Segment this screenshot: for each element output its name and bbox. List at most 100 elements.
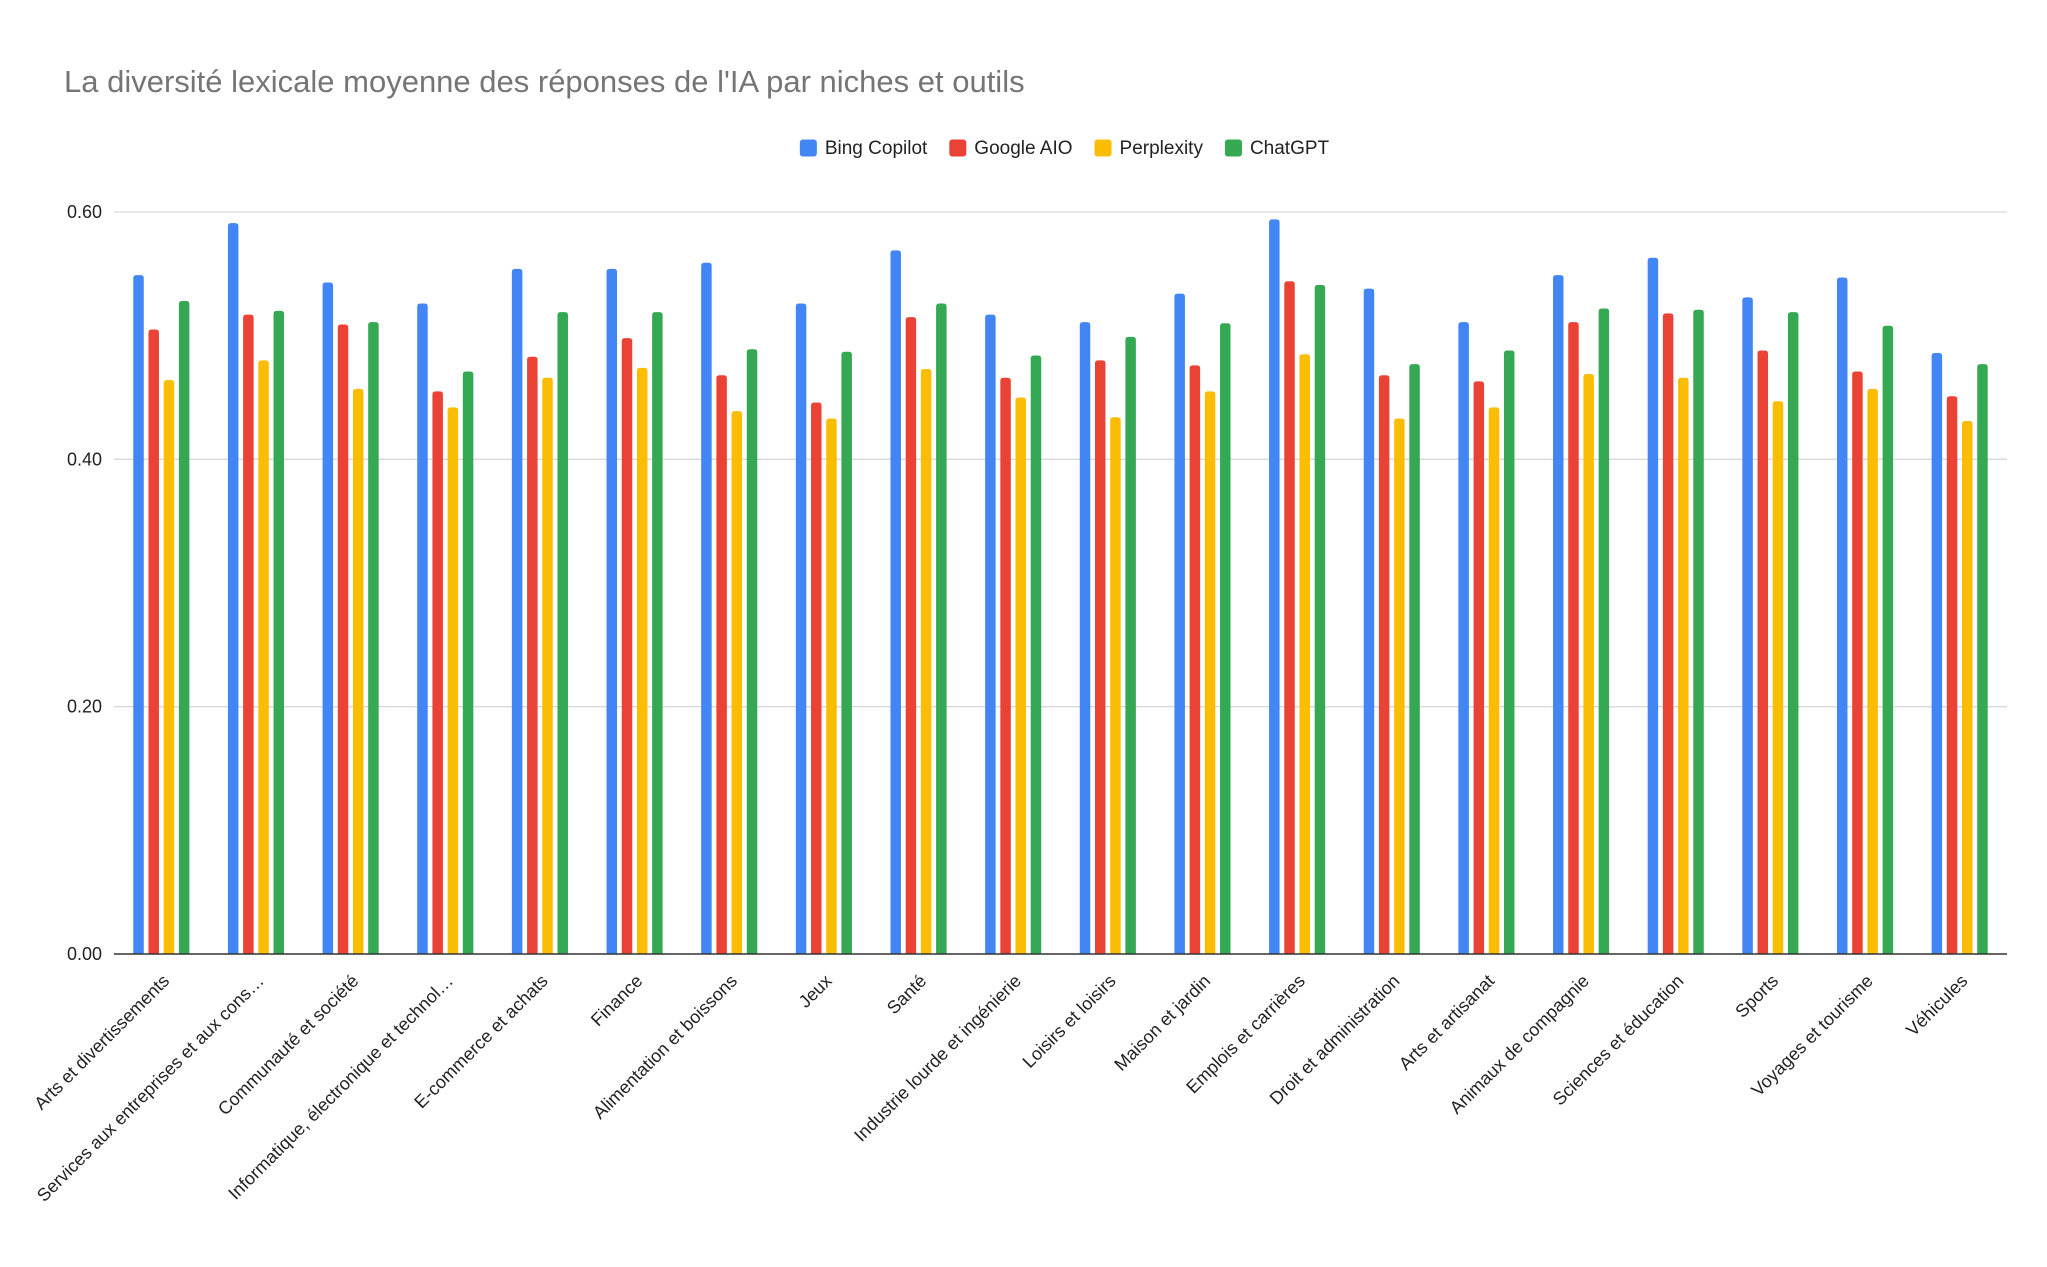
bar-perplexity (447, 407, 459, 955)
bar-google-aio (1000, 377, 1011, 954)
x-category-label: Jeux (795, 971, 836, 1012)
bar-chatgpt (1882, 325, 1894, 955)
bar-google-aio (1378, 375, 1390, 954)
y-tick-label: 0.40 (67, 449, 102, 469)
bar-chatgpt (1693, 309, 1704, 954)
bar-bing-copilot (985, 314, 996, 955)
bar-google-aio (621, 338, 633, 954)
bar-perplexity (1299, 354, 1310, 954)
x-category-label: Finance (587, 971, 646, 1030)
x-category-label: Sports (1731, 971, 1782, 1022)
legend-swatch (949, 139, 967, 157)
bar-bing-copilot (1174, 293, 1185, 954)
bar-bing-copilot (417, 303, 428, 955)
bar-google-aio (1946, 396, 1958, 955)
bar-perplexity (352, 388, 364, 954)
bar-perplexity (1867, 388, 1878, 954)
bar-chatgpt (1220, 323, 1231, 954)
bar-bing-copilot (1079, 322, 1091, 954)
bar-google-aio (905, 317, 917, 954)
bar-bing-copilot (1931, 352, 1943, 955)
bar-google-aio (243, 314, 254, 955)
bar-chatgpt (178, 301, 190, 954)
bar-chatgpt (368, 322, 379, 954)
y-tick-label: 0.60 (67, 202, 102, 222)
bar-perplexity (1204, 391, 1216, 955)
bar-google-aio (527, 356, 538, 954)
bar-perplexity (1394, 418, 1405, 955)
bar-google-aio (811, 402, 822, 954)
bar-perplexity (1772, 401, 1784, 955)
y-tick-label: 0.20 (67, 697, 102, 717)
bar-perplexity (1962, 420, 1973, 954)
bar-perplexity (163, 380, 175, 955)
x-category-label: Maison et jardin (1110, 971, 1214, 1075)
bar-bing-copilot (227, 223, 239, 954)
legend-label: Bing Copilot (825, 138, 928, 159)
bar-chatgpt (1977, 364, 1988, 954)
y-axis-ticks: 0.00 0.20 0.40 0.60 (67, 202, 102, 964)
bar-chatgpt (1409, 364, 1420, 954)
bar-chatgpt (652, 312, 663, 954)
bar-chatgpt (1598, 308, 1610, 955)
bar-chatgpt (936, 303, 947, 955)
bar-google-aio (1662, 313, 1674, 954)
bar-google-aio (148, 329, 159, 954)
bar-bing-copilot (511, 268, 523, 954)
bar-bing-copilot (701, 262, 712, 954)
bar-perplexity (542, 377, 553, 954)
bar-bing-copilot (1458, 322, 1469, 954)
bar-perplexity (826, 418, 837, 955)
bar-bing-copilot (133, 275, 144, 954)
bar-perplexity (1110, 417, 1121, 955)
bar-chatgpt (841, 351, 852, 954)
bar-perplexity (1488, 407, 1500, 955)
bar-google-aio (1284, 281, 1295, 955)
bar-chatgpt (273, 310, 285, 954)
bar-chatgpt (1030, 355, 1042, 954)
legend-label: ChatGPT (1250, 138, 1330, 159)
bar-chatgpt (1125, 336, 1136, 954)
bar-bing-copilot (1836, 277, 1848, 954)
bar-bing-copilot (1742, 297, 1753, 955)
bar-chatgpt (1787, 312, 1799, 954)
bar-google-aio (716, 375, 727, 954)
bar-google-aio (1757, 350, 1769, 954)
bar-google-aio (337, 324, 349, 955)
gridlines (114, 211, 2007, 708)
bar-bing-copilot (795, 303, 807, 955)
bar-bing-copilot (1269, 219, 1280, 955)
x-category-label: Arts et artisanat (1395, 971, 1498, 1074)
x-category-label: Loisirs et loisirs (1019, 971, 1120, 1072)
x-category-label: Véhicules (1902, 971, 1971, 1040)
legend-swatch (1224, 139, 1242, 157)
y-tick-label: 0.00 (67, 944, 102, 964)
legend-label: Perplexity (1120, 138, 1204, 159)
bar-perplexity (920, 369, 932, 955)
bar-google-aio (1568, 322, 1579, 954)
legend-swatch (799, 139, 817, 157)
bar-bing-copilot (890, 250, 901, 954)
bar-bing-copilot (1363, 288, 1375, 954)
bar-google-aio (1189, 365, 1201, 954)
bar-perplexity (258, 360, 269, 954)
bar-perplexity (1583, 374, 1594, 955)
bar-chatgpt (557, 312, 568, 954)
x-category-label: Santé (883, 971, 930, 1018)
legend-label: Google AIO (974, 138, 1072, 159)
bar-google-aio (1473, 381, 1485, 954)
legend: Bing Copilot Google AIO Perplexity ChatGPT (799, 138, 1330, 159)
bar-bing-copilot (1553, 275, 1564, 954)
bar-chatgpt (746, 349, 758, 954)
chart-title: La diversité lexicale moyenne des répons… (64, 64, 1025, 99)
bars (133, 219, 1988, 955)
bar-bing-copilot (1647, 257, 1659, 954)
legend-swatch (1094, 139, 1112, 157)
bar-google-aio (432, 391, 443, 955)
bar-google-aio (1852, 371, 1863, 954)
bar-perplexity (1678, 377, 1689, 954)
x-category-label: Industrie lourde et ingénierie (850, 971, 1025, 1146)
